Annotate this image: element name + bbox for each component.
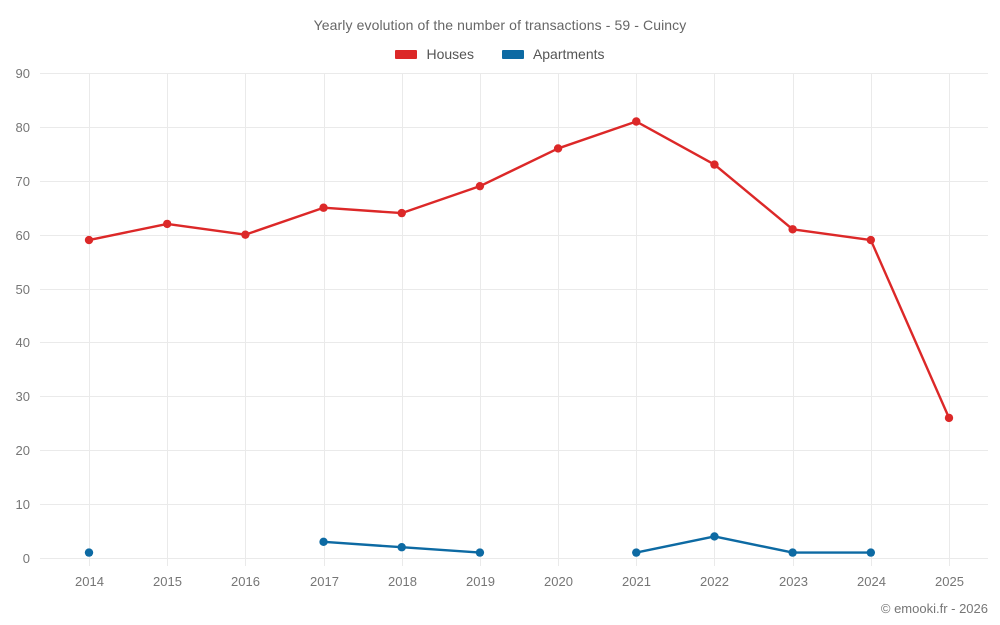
x-axis-tick-label: 2025 xyxy=(935,574,964,589)
y-axis-tick-label: 20 xyxy=(16,443,30,458)
y-axis-tick-label: 50 xyxy=(16,282,30,297)
y-axis-tick-label: 30 xyxy=(16,389,30,404)
x-axis-tick-label: 2024 xyxy=(857,574,886,589)
data-point-apartments-2014[interactable] xyxy=(84,548,94,557)
data-point-apartments-2018[interactable] xyxy=(397,543,406,552)
x-axis-tick-label: 2023 xyxy=(779,574,808,589)
data-point-houses-2023[interactable] xyxy=(788,225,797,234)
y-axis-tick-label: 80 xyxy=(16,120,30,135)
y-axis-tick-label: 90 xyxy=(16,66,30,81)
data-point-houses-2018[interactable] xyxy=(397,208,406,218)
data-point-houses-2025[interactable] xyxy=(944,413,954,423)
data-point-houses-2019[interactable] xyxy=(475,181,485,191)
x-axis-tick-label: 2015 xyxy=(153,574,182,589)
x-axis-tick-label: 2022 xyxy=(700,574,729,589)
footer-copyright: © emooki.fr - 2026 xyxy=(880,601,988,616)
data-point-apartments-2017[interactable] xyxy=(319,537,328,547)
data-point-houses-2015[interactable] xyxy=(162,219,172,229)
data-point-apartments-2022[interactable] xyxy=(710,532,719,541)
data-point-houses-2017[interactable] xyxy=(319,203,328,212)
y-axis-tick-label: 10 xyxy=(16,497,30,512)
data-point-houses-2022[interactable] xyxy=(710,160,719,169)
data-point-houses-2020[interactable] xyxy=(553,144,563,153)
data-point-apartments-2023[interactable] xyxy=(788,548,797,557)
y-axis-tick-label: 0 xyxy=(23,551,30,566)
x-axis-tick-label: 2020 xyxy=(544,574,573,589)
data-point-houses-2021[interactable] xyxy=(632,117,641,126)
y-axis-tick-label: 40 xyxy=(16,335,30,350)
data-point-apartments-2019[interactable] xyxy=(475,548,485,557)
data-point-apartments-2021[interactable] xyxy=(632,548,641,557)
x-axis-tick-label: 2014 xyxy=(75,574,104,589)
data-point-houses-2016[interactable] xyxy=(241,230,250,239)
data-point-apartments-2024[interactable] xyxy=(866,548,876,557)
legend-item-apartments[interactable]: Apartments xyxy=(501,46,605,62)
chart-title: Yearly evolution of the number of transa… xyxy=(313,17,687,33)
legend-label-apartments: Apartments xyxy=(532,46,605,62)
x-axis-tick-label: 2017 xyxy=(310,574,339,589)
x-axis-tick-label: 2019 xyxy=(466,574,495,589)
data-point-houses-2014[interactable] xyxy=(84,235,94,245)
series-line-houses xyxy=(87,120,951,420)
data-point-houses-2024[interactable] xyxy=(866,235,876,245)
chart-legend: Houses Apartments xyxy=(0,46,1000,62)
legend-swatch-houses xyxy=(395,49,418,59)
series-line-apartments xyxy=(635,535,873,554)
x-axis-tick-label: 2021 xyxy=(622,574,651,589)
legend-label-houses: Houses xyxy=(426,46,474,62)
y-axis-tick-label: 60 xyxy=(16,228,30,243)
x-axis-tick-label: 2018 xyxy=(388,574,417,589)
y-axis-tick-label: 70 xyxy=(16,174,30,189)
x-axis-tick-label: 2016 xyxy=(231,574,260,589)
legend-swatch-apartments xyxy=(501,49,524,59)
legend-item-houses[interactable]: Houses xyxy=(395,46,474,62)
